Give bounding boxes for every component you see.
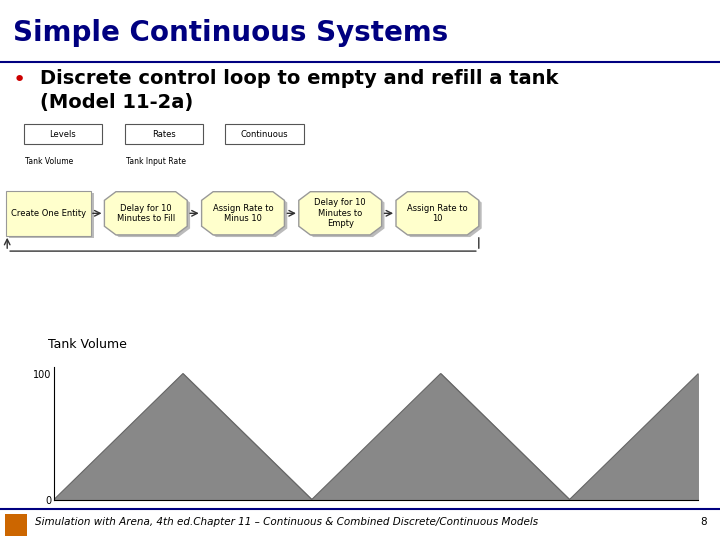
Polygon shape xyxy=(202,192,284,235)
Polygon shape xyxy=(396,192,479,235)
Text: Tank Volume: Tank Volume xyxy=(25,157,73,166)
Polygon shape xyxy=(299,192,382,235)
FancyBboxPatch shape xyxy=(125,124,203,144)
Text: •: • xyxy=(13,70,26,90)
Text: 8: 8 xyxy=(700,517,706,526)
Text: (Model 11-2a): (Model 11-2a) xyxy=(40,93,193,112)
FancyBboxPatch shape xyxy=(6,191,91,236)
Polygon shape xyxy=(204,194,287,237)
FancyBboxPatch shape xyxy=(5,514,27,536)
FancyBboxPatch shape xyxy=(225,124,304,144)
Text: Tank Volume: Tank Volume xyxy=(48,339,127,352)
Polygon shape xyxy=(107,194,190,237)
Polygon shape xyxy=(104,192,187,235)
Text: Rates: Rates xyxy=(152,130,176,139)
Text: Delay for 10
Minutes to
Empty: Delay for 10 Minutes to Empty xyxy=(315,198,366,228)
Text: Levels: Levels xyxy=(50,130,76,139)
Text: Create One Entity: Create One Entity xyxy=(11,209,86,218)
Text: Assign Rate to
10: Assign Rate to 10 xyxy=(407,204,468,223)
FancyBboxPatch shape xyxy=(9,193,94,238)
Text: Discrete control loop to empty and refill a tank: Discrete control loop to empty and refil… xyxy=(40,69,558,88)
FancyBboxPatch shape xyxy=(24,124,102,144)
Text: Assign Rate to
Minus 10: Assign Rate to Minus 10 xyxy=(212,204,274,223)
Polygon shape xyxy=(302,194,384,237)
Text: Tank Input Rate: Tank Input Rate xyxy=(126,157,186,166)
Text: Simple Continuous Systems: Simple Continuous Systems xyxy=(13,19,449,47)
Text: Simulation with Arena, 4th ed.Chapter 11 – Continuous & Combined Discrete/Contin: Simulation with Arena, 4th ed.Chapter 11… xyxy=(35,517,538,526)
Polygon shape xyxy=(399,194,482,237)
Text: Delay for 10
Minutes to Fill: Delay for 10 Minutes to Fill xyxy=(117,204,175,223)
Text: Continuous: Continuous xyxy=(240,130,289,139)
